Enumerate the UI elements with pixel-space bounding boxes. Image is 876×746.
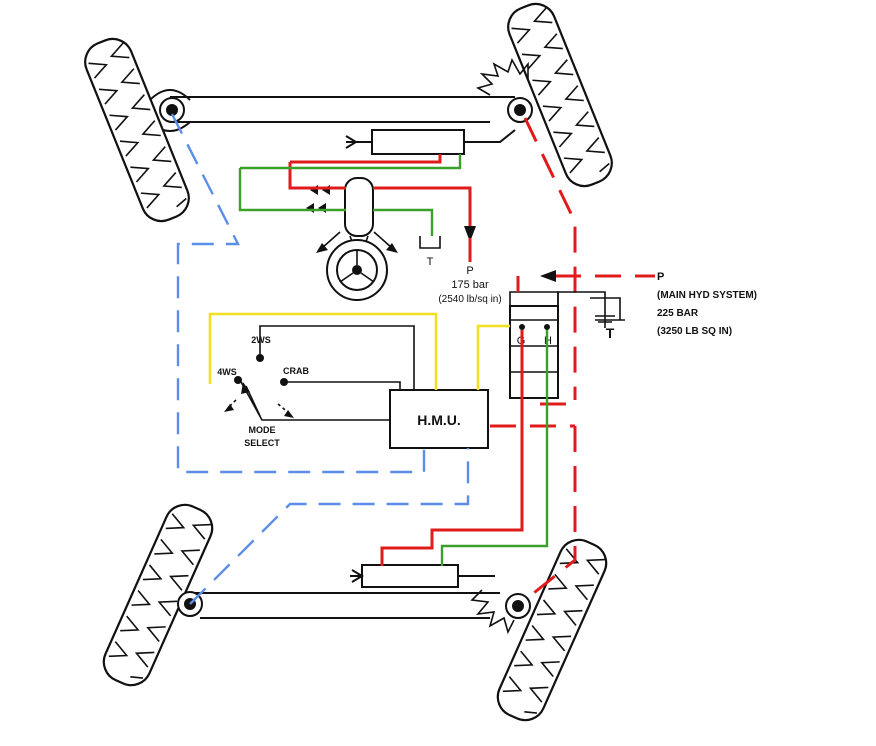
- main-pressure-bar: 225 BAR: [657, 308, 699, 319]
- steering-pressure-label: P: [466, 265, 473, 277]
- valve-electrical-line: [476, 324, 510, 390]
- mode-control-valve: G H: [509, 276, 615, 399]
- front-wheel-angle-sensor-link: [170, 113, 426, 474]
- hmu-box: [389, 389, 489, 449]
- hmu-label: H.M.U.: [417, 412, 461, 428]
- rear-wheel-angle-sensor-link: [189, 448, 470, 605]
- rear-steering-cylinder: [361, 564, 459, 588]
- front-steering-cylinder: [371, 129, 465, 155]
- steering-unit: [316, 177, 398, 301]
- main-pressure-label: P: [657, 271, 664, 283]
- front-pressure-line: [288, 162, 472, 230]
- mode-crab-label: CRAB: [283, 366, 309, 376]
- mode-select-label-1: MODE: [249, 425, 276, 435]
- rear-right-steering-knuckle: [470, 589, 515, 635]
- rear-axle: [190, 564, 500, 619]
- pressure-in-arrow: [464, 226, 476, 242]
- front-axle: [149, 89, 516, 155]
- steering-pressure-bar: 175 bar: [451, 279, 489, 291]
- main-tank-label: T: [606, 325, 615, 341]
- electrical-harness: [208, 312, 438, 390]
- main-system-label: (MAIN HYD SYSTEM): [657, 290, 757, 301]
- rear-pressure-line: [380, 330, 524, 566]
- mode-4ws-label: 4WS: [217, 367, 237, 377]
- rear-return-line: [440, 330, 549, 566]
- mode-select-switch: 2WS 4WS CRAB MODE SELECT: [217, 335, 309, 448]
- front-right-steering-knuckle: [475, 58, 529, 96]
- mode-2ws-label: 2WS: [251, 335, 271, 345]
- front-return-line: [238, 168, 434, 236]
- mode-select-label-2: SELECT: [244, 438, 280, 448]
- steering-tank-symbol: [419, 236, 441, 249]
- main-pressure-psi: (3250 LB SQ IN): [657, 326, 732, 337]
- steering-pressure-psi: (2540 lb/sq in): [438, 294, 501, 305]
- rear-right-pressure-dashed-line: [524, 426, 577, 602]
- front-right-tire: [501, 0, 619, 194]
- main-pressure-arrow: [540, 270, 556, 282]
- mode-select-wiring: [239, 325, 415, 421]
- steering-tank-label: T: [427, 256, 434, 268]
